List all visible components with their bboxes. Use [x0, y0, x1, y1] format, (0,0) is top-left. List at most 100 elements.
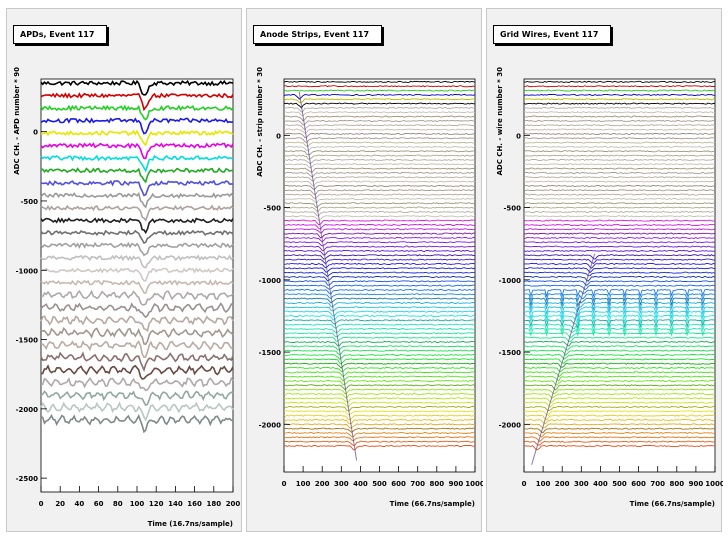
channel-trace	[283, 262, 476, 269]
channel-trace	[283, 418, 476, 425]
channel-trace	[523, 371, 716, 378]
x-tick-label: 40	[75, 500, 85, 508]
x-tick-label: 1000	[705, 480, 723, 488]
channel-trace	[523, 80, 716, 83]
channel-trace	[283, 141, 476, 147]
channel-trace	[523, 163, 715, 166]
channel-trace	[523, 245, 716, 248]
y-tick-label: -2000	[16, 406, 39, 414]
x-axis-title: Time (16.7ns/sample)	[148, 520, 233, 528]
channel-trace	[283, 219, 476, 226]
channel-trace	[283, 314, 476, 321]
channel-trace	[524, 223, 716, 226]
channel-trace	[40, 364, 234, 380]
y-tick-label: -1500	[499, 349, 522, 357]
channel-trace	[283, 349, 476, 356]
channel-trace	[523, 102, 716, 105]
channel-trace	[283, 401, 476, 408]
channel-trace	[523, 323, 716, 333]
channel-trace	[523, 93, 716, 96]
y-tick-label: -1000	[499, 277, 522, 285]
channel-trace	[523, 353, 716, 360]
x-tick-label: 600	[391, 480, 406, 488]
channel-trace	[283, 275, 476, 282]
channel-trace	[283, 379, 476, 386]
channel-trace	[283, 358, 476, 365]
channel-trace	[523, 189, 716, 192]
channel-trace	[283, 375, 476, 382]
channel-trace	[283, 80, 476, 83]
channel-trace	[524, 436, 716, 443]
channel-trace	[40, 390, 234, 407]
channel-trace	[40, 339, 234, 359]
channel-trace	[523, 176, 716, 179]
x-tick-label: 300	[334, 480, 349, 488]
x-tick-label: 0	[282, 480, 287, 488]
x-tick-label: 700	[650, 480, 665, 488]
channel-trace	[283, 158, 476, 165]
x-axis-title: Time (66.7ns/sample)	[390, 500, 475, 508]
channel-trace	[523, 418, 716, 425]
channel-trace	[523, 401, 716, 408]
channel-trace	[523, 150, 716, 153]
channel-trace	[283, 444, 476, 451]
channel-trace	[283, 392, 476, 399]
channel-trace	[40, 204, 234, 222]
channel-trace	[283, 284, 476, 290]
channel-trace	[283, 301, 476, 308]
x-axis-title: Time (66.7ns/sample)	[630, 500, 715, 508]
channel-trace	[523, 193, 716, 196]
channel-trace	[283, 98, 476, 103]
x-tick-label: 180	[206, 500, 221, 508]
channel-trace	[523, 297, 716, 308]
channel-trace	[523, 336, 715, 342]
x-tick-label: 900	[449, 480, 464, 488]
channel-trace	[524, 106, 716, 110]
channel-trace	[40, 142, 234, 160]
channel-trace	[283, 241, 476, 247]
channel-trace	[283, 384, 476, 391]
x-tick-label: 200	[555, 480, 570, 488]
channel-trace	[523, 301, 716, 313]
y-tick-label: -2000	[259, 421, 282, 429]
channel-trace	[523, 384, 715, 391]
channel-trace	[283, 228, 476, 234]
apd-panel: -2500 -2000 -1500 -1000 -500 0 0 20 40 60 80 100 120…	[6, 8, 242, 532]
grid-chart: -2000 -1500 -1000 -500 0 0 100 200 300 400 500 600 7…	[496, 67, 723, 508]
channel-trace	[523, 405, 716, 412]
channel-trace	[40, 154, 234, 173]
channel-trace	[523, 228, 716, 231]
channel-trace	[523, 345, 716, 351]
channel-trace	[283, 102, 475, 109]
channel-trace	[523, 141, 716, 144]
channel-trace	[523, 314, 716, 326]
channel-trace	[523, 167, 716, 170]
channel-trace	[523, 258, 716, 264]
channel-trace	[283, 202, 476, 209]
channel-trace	[523, 362, 716, 368]
channel-trace	[523, 202, 716, 205]
channel-trace	[523, 392, 716, 399]
channel-trace	[523, 197, 716, 200]
y-tick-label: -1000	[16, 267, 39, 275]
channel-trace	[523, 154, 716, 157]
y-axis-title: ADC CH. - wire number * 30	[496, 67, 504, 176]
channel-trace	[284, 111, 476, 117]
channel-trace	[284, 431, 476, 438]
channel-trace	[523, 241, 716, 244]
channel-trace	[40, 413, 234, 434]
channel-trace	[524, 145, 716, 148]
channel-trace	[523, 358, 716, 364]
channel-trace	[40, 79, 234, 96]
x-tick-label: 300	[574, 480, 589, 488]
channel-trace	[40, 254, 234, 269]
channel-trace	[523, 310, 716, 323]
channel-trace	[524, 397, 716, 404]
y-tick-label: -500	[20, 198, 38, 206]
y-tick-label: 0	[276, 132, 281, 140]
channel-trace	[283, 150, 476, 156]
x-tick-label: 1000	[465, 480, 483, 488]
channel-trace	[40, 229, 234, 245]
channel-trace	[283, 89, 475, 92]
channel-trace	[283, 93, 476, 100]
